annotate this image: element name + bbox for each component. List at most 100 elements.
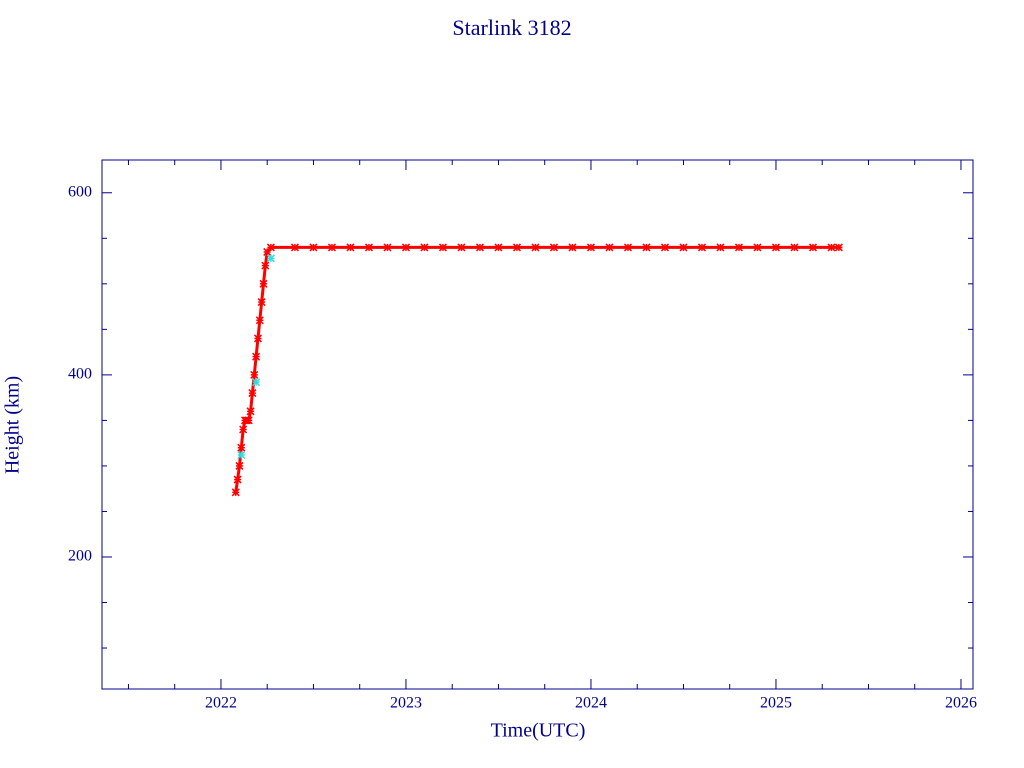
marker-stroke: [716, 243, 725, 252]
marker-stroke: [250, 370, 259, 379]
data-point: [237, 450, 246, 460]
marker-stroke: [259, 279, 268, 288]
marker-stroke: [309, 243, 318, 252]
marker-stroke: [834, 243, 843, 252]
x-tick-label: 2024: [575, 695, 607, 712]
marker-stroke: [827, 243, 836, 252]
marker-stroke: [401, 243, 410, 252]
data-point: [253, 334, 262, 343]
marker-stroke: [679, 243, 688, 252]
marker-stroke: [248, 389, 257, 398]
data-point: [457, 243, 466, 252]
marker-stroke: [808, 243, 818, 252]
marker-stroke: [623, 243, 632, 252]
data-point: [605, 243, 614, 252]
data-point: [790, 243, 799, 252]
marker-stroke: [734, 243, 743, 252]
marker-stroke: [290, 243, 299, 252]
data-point: [475, 243, 484, 252]
data-point: [660, 243, 669, 252]
data-point: [231, 488, 240, 497]
marker-stroke: [257, 298, 266, 307]
data-point: [252, 378, 261, 387]
data-point: [266, 254, 275, 263]
data-point: [420, 243, 429, 252]
marker-stroke: [383, 243, 392, 252]
marker-stroke: [457, 243, 466, 252]
x-axis-label: Time(UTC): [491, 720, 586, 742]
marker-stroke: [246, 407, 255, 416]
data-point: [244, 416, 253, 425]
data-point: [266, 243, 275, 252]
data-point: [252, 352, 261, 361]
data-point: [697, 243, 706, 252]
marker-stroke: [660, 243, 669, 252]
data-point: [531, 243, 540, 252]
marker-stroke: [697, 243, 706, 252]
data-point: [808, 243, 818, 252]
marker-stroke: [244, 416, 253, 425]
data-point: [327, 243, 336, 252]
x-tick-label: 2023: [390, 695, 422, 712]
marker-stroke: [327, 243, 336, 252]
data-point: [346, 243, 355, 252]
data-point: [250, 370, 259, 379]
marker-stroke: [239, 425, 248, 434]
marker-stroke: [790, 243, 799, 252]
data-point: [753, 243, 762, 252]
marker-stroke: [364, 243, 373, 252]
marker-stroke: [512, 243, 521, 252]
data-point: [237, 443, 246, 452]
data-point: [716, 243, 725, 252]
marker-stroke: [531, 243, 540, 252]
data-point: [586, 243, 595, 252]
data-point: [239, 425, 248, 434]
marker-stroke: [252, 378, 261, 387]
marker-stroke: [494, 243, 503, 252]
marker-stroke: [255, 316, 264, 325]
data-point: [623, 243, 632, 252]
data-point: [261, 261, 270, 270]
data-point: [290, 243, 299, 252]
marker-stroke: [346, 243, 355, 252]
data-point: [248, 389, 257, 398]
data-point: [549, 243, 558, 252]
marker-stroke: [252, 352, 261, 361]
marker-stroke: [753, 243, 762, 252]
data-point: [257, 298, 266, 307]
data-point: [494, 243, 503, 252]
marker-stroke: [261, 261, 270, 270]
marker-stroke: [475, 243, 484, 252]
data-point: [568, 243, 577, 252]
y-tick-label: 400: [68, 366, 92, 383]
data-point: [309, 243, 318, 252]
x-tick-label: 2026: [945, 695, 977, 712]
data-point: [679, 243, 688, 252]
marker-stroke: [420, 243, 429, 252]
data-point: [383, 243, 392, 252]
marker-stroke: [266, 254, 275, 263]
data-point: [827, 243, 836, 252]
data-point: [246, 407, 255, 416]
data-point: [255, 316, 264, 325]
marker-stroke: [233, 475, 242, 484]
marker-stroke: [231, 488, 240, 497]
marker-stroke: [771, 243, 781, 252]
marker-stroke: [237, 450, 246, 460]
data-point: [512, 243, 521, 252]
marker-stroke: [237, 443, 246, 452]
data-line: [234, 245, 839, 493]
x-tick-label: 2022: [205, 695, 237, 712]
data-point: [438, 243, 447, 252]
chart-title: Starlink 3182: [452, 15, 571, 40]
data-point: [364, 243, 373, 252]
marker-stroke: [605, 243, 614, 252]
y-axis-label: Height (km): [2, 376, 24, 474]
marker-stroke: [642, 243, 651, 252]
data-point: [259, 279, 268, 288]
data-point: [233, 475, 242, 484]
data-point: [834, 243, 843, 252]
marker-stroke: [235, 461, 244, 470]
marker-stroke: [438, 243, 447, 252]
marker-stroke: [568, 243, 577, 252]
